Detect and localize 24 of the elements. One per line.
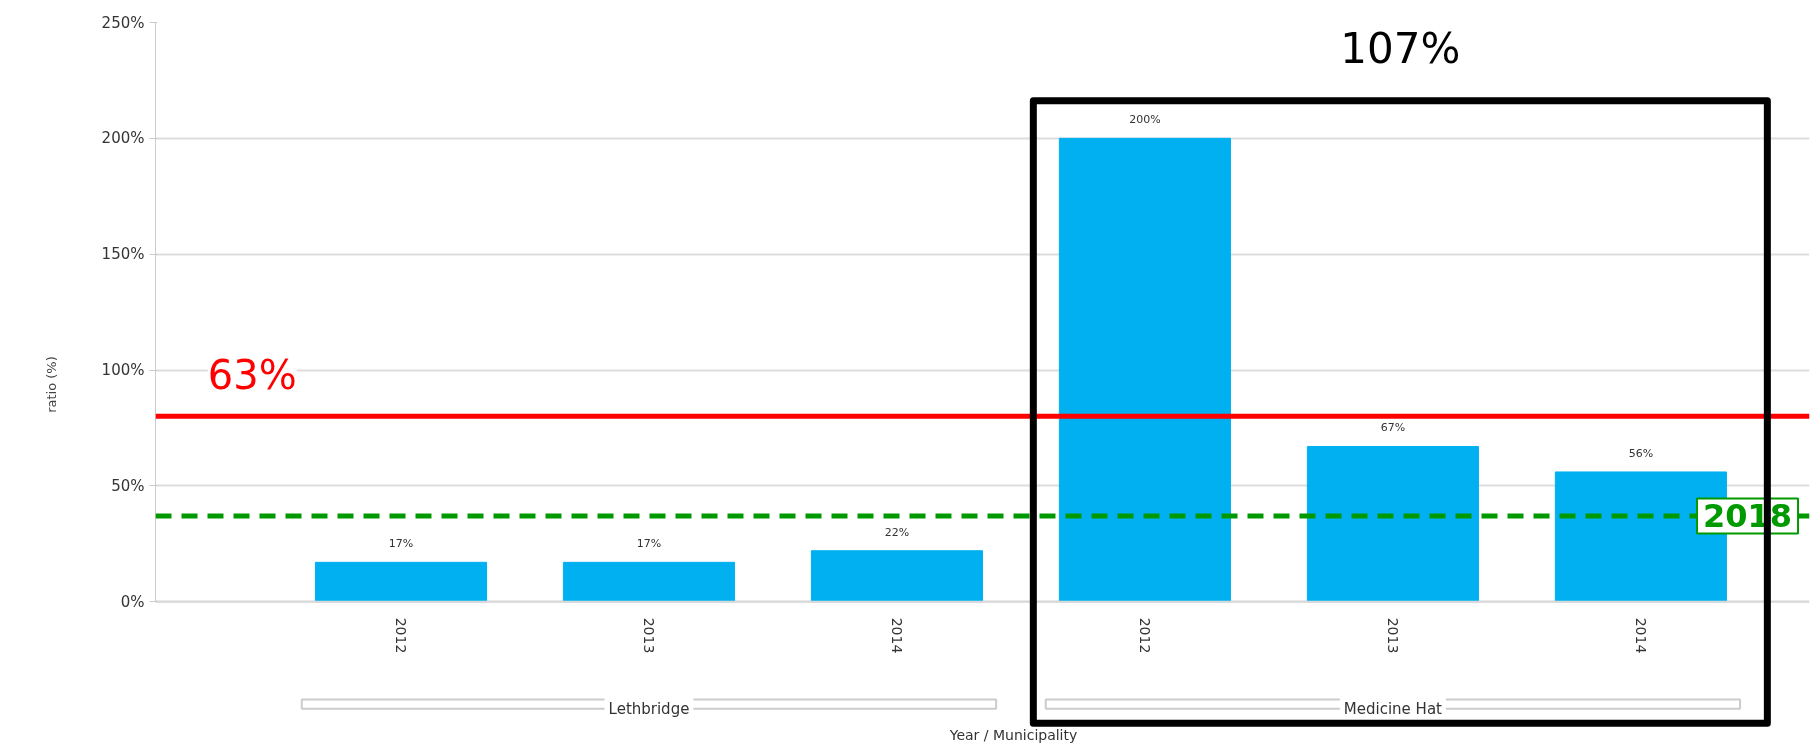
y-tick-label: 0%	[120, 592, 145, 611]
text: Medicine Hat	[1343, 699, 1443, 718]
y-tick-label: 250%	[101, 13, 145, 32]
y-tick-label: 150%	[101, 245, 145, 264]
text: Lethbridge	[608, 699, 690, 718]
annotation: 107%	[1340, 23, 1461, 73]
y-tick-label: 200%	[101, 129, 145, 148]
x-tick-label: 2013	[640, 617, 657, 654]
y-tick-label: 100%	[101, 361, 145, 380]
data-label: 56%	[1628, 446, 1654, 460]
y-tick-label: 50%	[111, 476, 145, 495]
data-label: 67%	[1380, 421, 1406, 435]
x-tick-label: 2013	[1384, 617, 1401, 654]
data-label: 200%	[1129, 113, 1161, 127]
x-tick-label: 2012	[1136, 617, 1153, 654]
data-label: 22%	[884, 525, 910, 539]
data-label: 17%	[388, 537, 414, 551]
text: Year / Municipality	[948, 726, 1078, 743]
x-tick-label: 2014	[1632, 617, 1649, 654]
y-axis-title: ratio (%)	[43, 356, 59, 413]
annotation: 63%	[207, 352, 297, 399]
x-tick-label: 2012	[393, 617, 409, 654]
x-tick-label: 2014	[888, 617, 905, 654]
data-label: 17%	[636, 537, 662, 551]
